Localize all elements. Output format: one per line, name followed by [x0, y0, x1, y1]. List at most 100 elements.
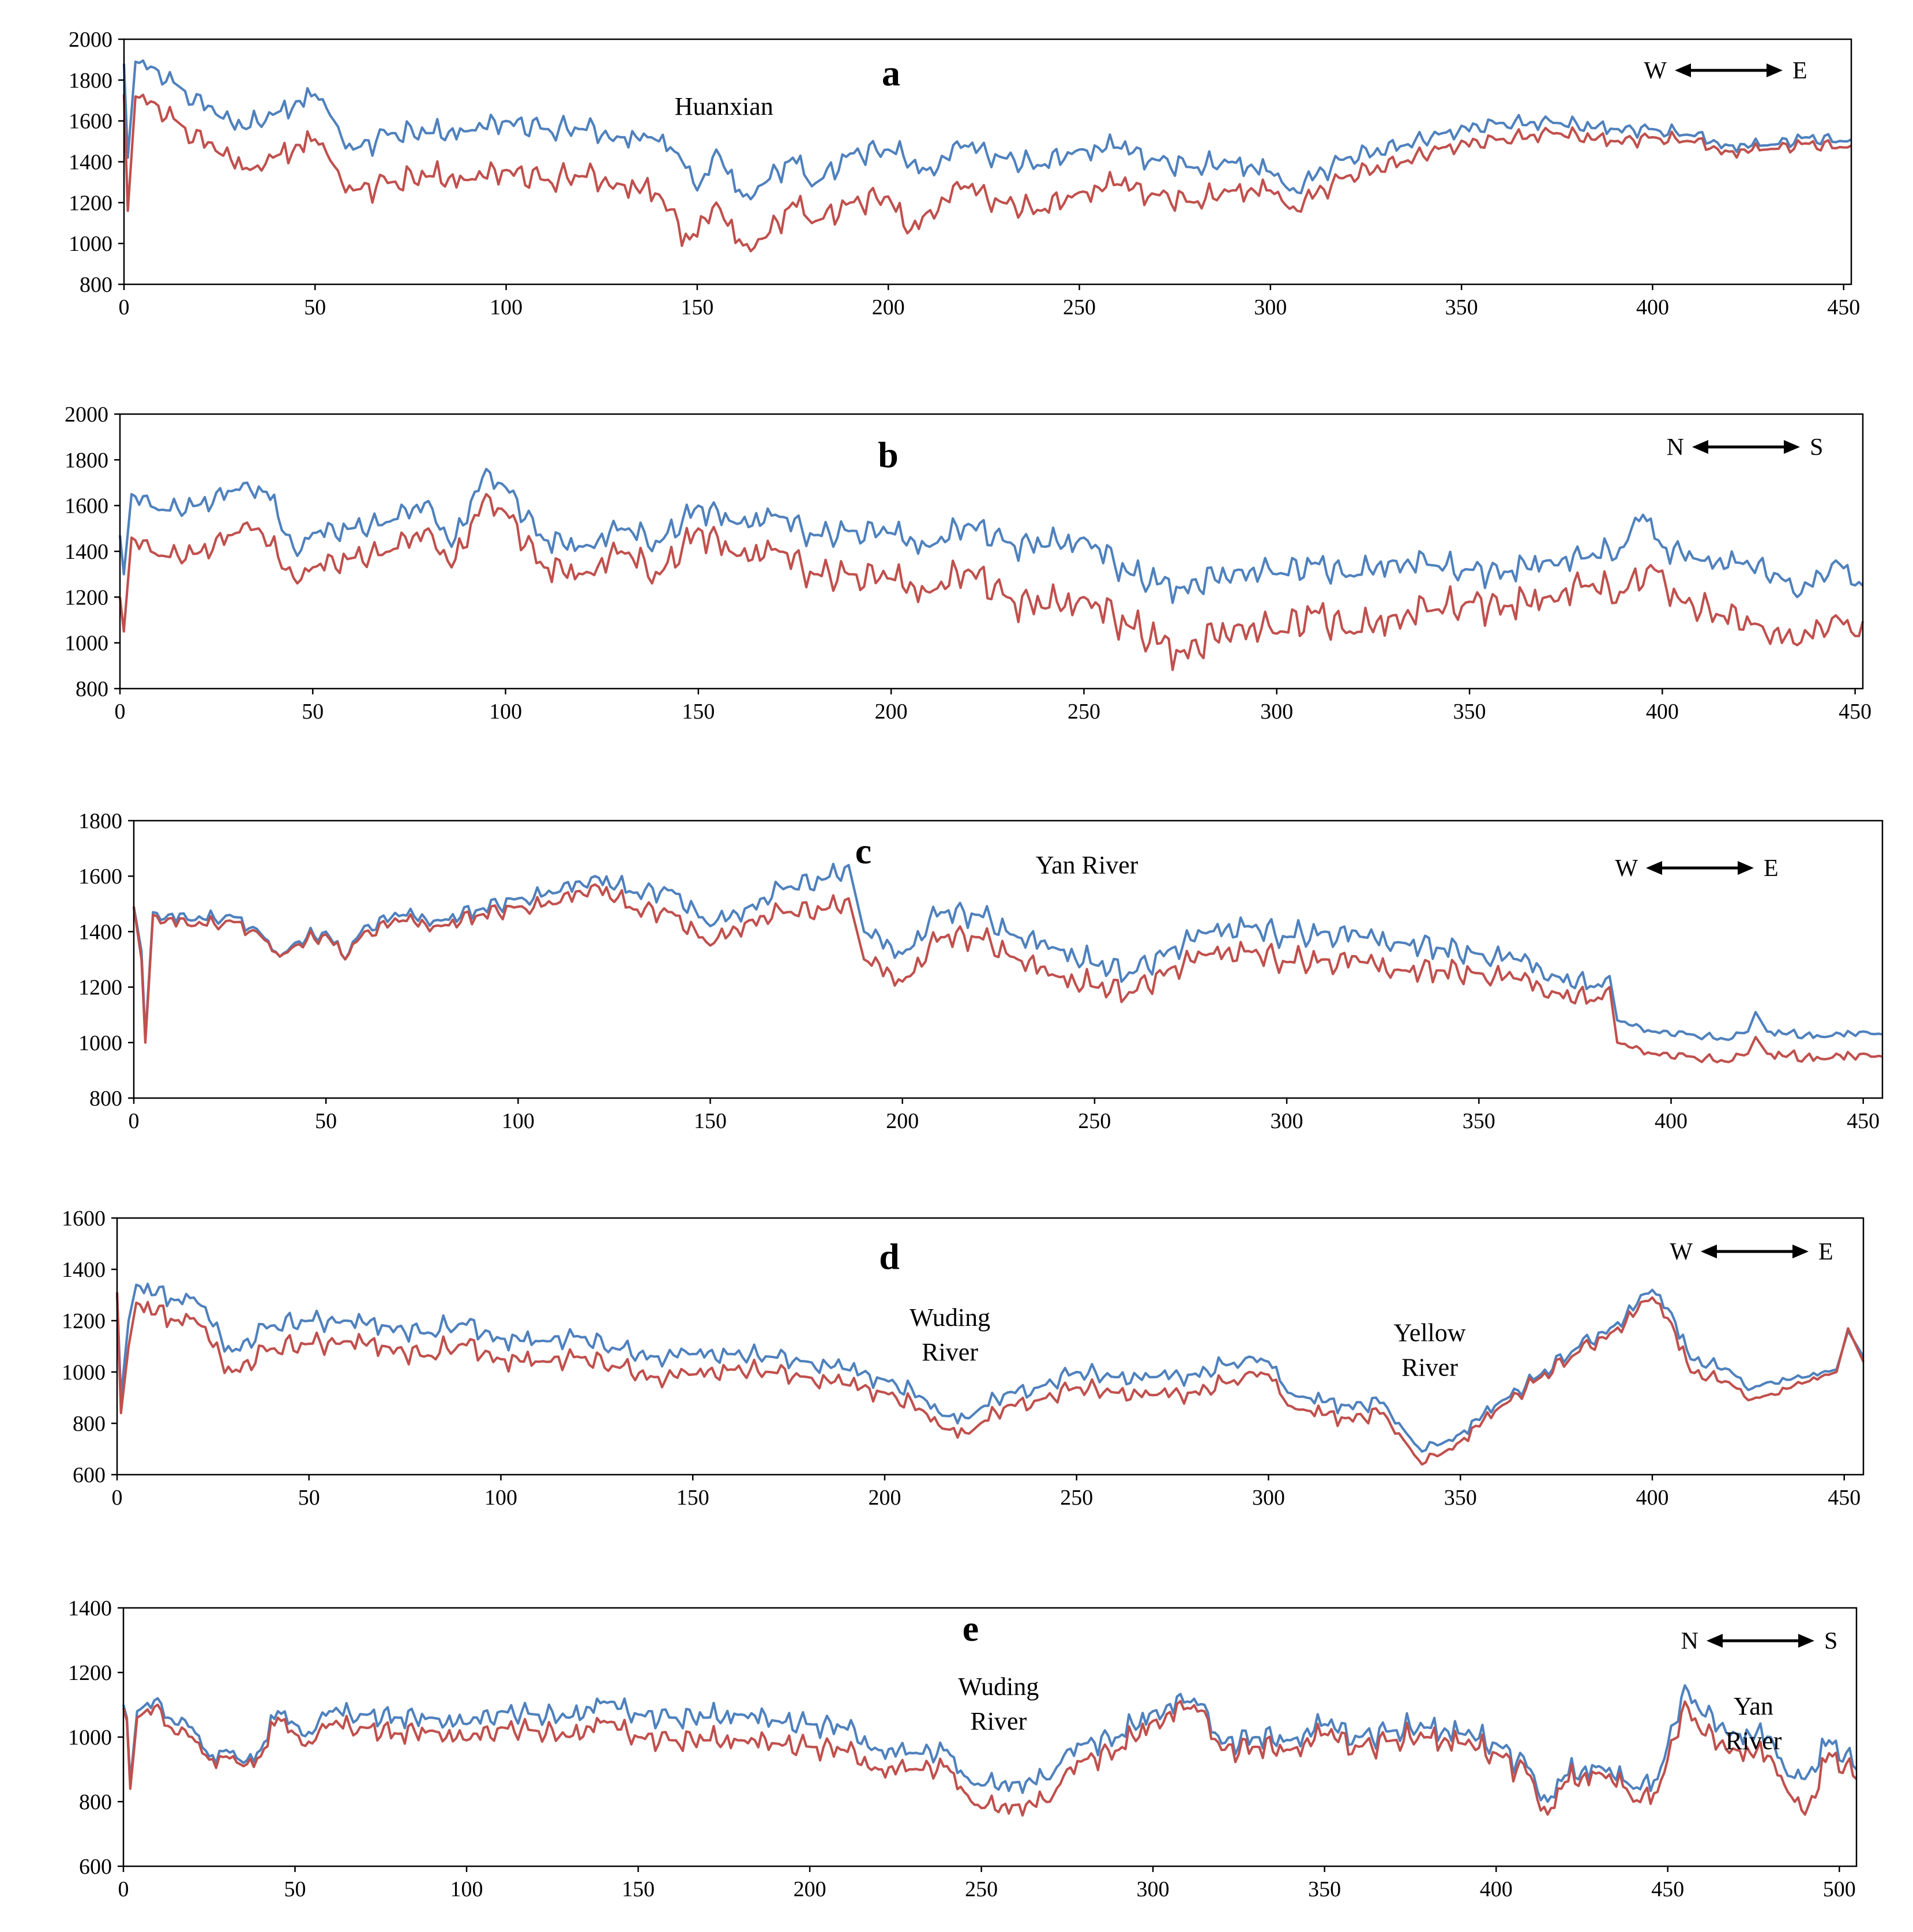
series-upper-line [132, 862, 1883, 1042]
x-tick-label: 200 [875, 700, 908, 724]
x-tick-label: 400 [1636, 295, 1669, 320]
y-tick-label: 1400 [78, 920, 122, 944]
direction-right-label: S [1824, 1628, 1837, 1655]
y-tick-label: 800 [79, 1790, 112, 1814]
panel-label: c [855, 830, 871, 871]
y-tick-label: 1000 [68, 1726, 112, 1750]
x-tick-label: 150 [622, 1877, 655, 1901]
panel-e: 600 800 1000 1200 1400 0 50 100 150 200 250 300 350 4… [68, 1596, 1858, 1901]
x-tick-label: 300 [1254, 295, 1287, 320]
y-tick-label: 1000 [78, 1031, 122, 1055]
series-lower-line [122, 1700, 1858, 1817]
arrow-head-right-icon [1798, 1634, 1814, 1648]
y-tick-label: 1000 [65, 632, 108, 656]
y-tick-label: 1000 [69, 232, 112, 256]
panel-c: 800 1000 1200 1400 1600 1800 0 50 100 150 200 250 30… [78, 809, 1884, 1133]
panel-a: 800 1000 1200 1400 1600 1800 2000 0 50 100 150 200 2… [69, 28, 1860, 320]
arrow-head-left-icon [1701, 1245, 1717, 1258]
arrow-head-right-icon [1784, 440, 1800, 454]
y-tick-label: 800 [80, 273, 112, 297]
x-tick-label: 300 [1271, 1109, 1303, 1133]
x-tick-label: 350 [1453, 700, 1486, 724]
annotation-label: Wuding [909, 1303, 990, 1332]
panel-d: 600 800 1000 1200 1400 1600 0 50 100 150 200 250 300… [62, 1206, 1865, 1510]
x-tick-label: 100 [502, 1109, 535, 1133]
series-lower-line [118, 493, 1865, 671]
annotation-label: River [922, 1338, 978, 1366]
y-tick-label: 1400 [68, 1596, 112, 1621]
panel-b: 800 1000 1200 1400 1600 1800 2000 0 50 100 150 200 2… [65, 403, 1871, 724]
arrow-head-left-icon [1675, 63, 1691, 77]
series-lower-line [122, 93, 1852, 253]
annotation-label: River [1401, 1354, 1458, 1382]
x-tick-label: 350 [1463, 1109, 1495, 1133]
plot-frame [122, 1607, 1858, 1867]
plot-frame [116, 1217, 1865, 1476]
x-tick-label: 400 [1655, 1109, 1688, 1133]
series-lower-line [132, 883, 1883, 1063]
y-tick-label: 1000 [62, 1360, 106, 1385]
y-tick-label: 2000 [65, 403, 108, 427]
y-tick-label: 1200 [69, 191, 112, 215]
x-tick-label: 250 [1068, 700, 1100, 724]
x-tick-label: 400 [1636, 1486, 1668, 1510]
y-tick-label: 600 [79, 1855, 112, 1879]
y-tick-label: 1200 [78, 976, 122, 1000]
y-tick-label: 2000 [69, 28, 112, 52]
y-tick-label: 600 [73, 1463, 106, 1487]
x-tick-label: 150 [676, 1486, 709, 1510]
y-tick-label: 1200 [62, 1309, 106, 1333]
y-tick-label: 1600 [65, 494, 108, 518]
x-tick-label: 50 [284, 1877, 306, 1901]
annotation-label: Huanxian [675, 92, 773, 121]
arrow-head-left-icon [1646, 861, 1662, 875]
plot-frame [133, 820, 1884, 1099]
y-tick-label: 1600 [62, 1206, 106, 1231]
x-tick-label: 50 [298, 1486, 320, 1510]
direction-right-label: E [1792, 58, 1807, 84]
arrow-head-left-icon [1692, 440, 1708, 454]
x-tick-label: 50 [304, 295, 326, 320]
y-tick-label: 1800 [69, 69, 112, 93]
y-tick-label: 1800 [78, 809, 122, 833]
x-tick-label: 450 [1828, 1486, 1861, 1510]
series-lower-line [115, 1292, 1865, 1466]
x-tick-label: 250 [1063, 295, 1096, 320]
x-tick-label: 400 [1480, 1877, 1513, 1901]
direction-left-label: N [1667, 434, 1684, 461]
x-tick-label: 50 [302, 700, 324, 724]
series-upper-line [122, 1684, 1858, 1803]
arrow-head-left-icon [1707, 1634, 1723, 1648]
direction-left-label: N [1681, 1628, 1698, 1655]
x-tick-label: 450 [1847, 1109, 1880, 1133]
x-tick-label: 100 [490, 295, 523, 320]
annotation-label: Wuding [958, 1672, 1039, 1701]
x-tick-label: 350 [1308, 1877, 1341, 1901]
y-tick-label: 1200 [68, 1661, 112, 1685]
direction-left-label: W [1670, 1239, 1693, 1265]
y-tick-label: 800 [89, 1087, 122, 1111]
x-tick-label: 0 [115, 700, 126, 724]
panel-label: a [882, 52, 900, 93]
x-tick-label: 450 [1827, 295, 1860, 320]
x-tick-label: 150 [682, 700, 715, 724]
panel-label: b [878, 434, 899, 475]
x-tick-label: 450 [1839, 700, 1871, 724]
x-tick-label: 300 [1260, 700, 1293, 724]
direction-right-label: E [1818, 1239, 1833, 1265]
plot-frame [123, 38, 1852, 285]
panel-label: e [963, 1608, 979, 1649]
annotation-label: Yan [1734, 1692, 1773, 1720]
x-tick-label: 100 [450, 1877, 483, 1901]
x-tick-label: 50 [315, 1109, 337, 1133]
x-tick-label: 100 [484, 1486, 517, 1510]
x-tick-label: 0 [112, 1486, 123, 1510]
direction-right-label: S [1810, 434, 1823, 461]
x-tick-label: 0 [119, 295, 130, 320]
direction-left-label: W [1615, 855, 1638, 882]
arrow-head-right-icon [1792, 1245, 1809, 1258]
x-tick-label: 500 [1823, 1877, 1856, 1901]
x-tick-label: 150 [681, 295, 713, 320]
x-tick-label: 400 [1646, 700, 1679, 724]
